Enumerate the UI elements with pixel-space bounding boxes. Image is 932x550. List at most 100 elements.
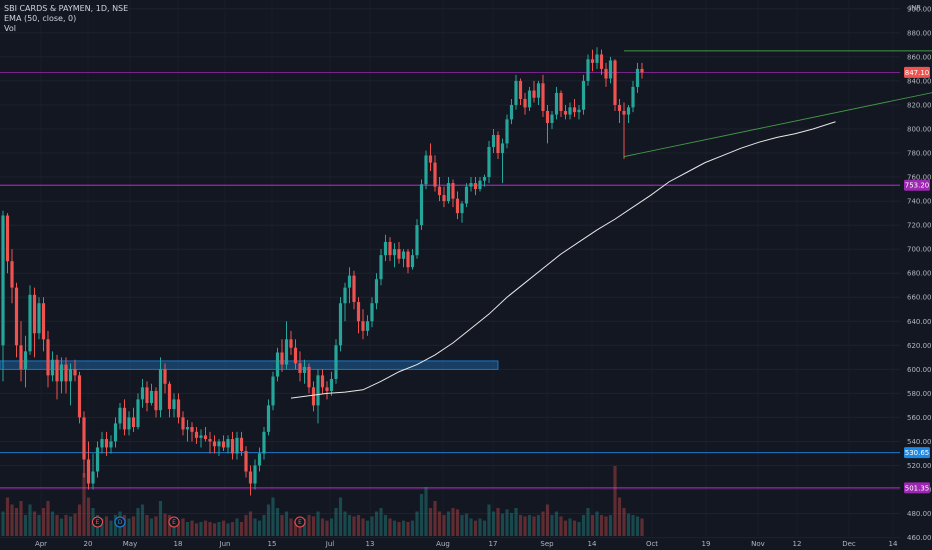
volume-bar	[82, 473, 86, 536]
candle-body	[91, 471, 95, 484]
candle-body	[262, 431, 266, 454]
candle	[320, 369, 325, 394]
volume-bar	[50, 511, 55, 536]
volume-bar	[325, 520, 329, 536]
candle-body	[568, 107, 572, 115]
candle-body	[284, 339, 289, 365]
volume-bar	[266, 504, 271, 536]
volume-bar	[334, 508, 338, 536]
candle-body	[41, 303, 46, 340]
volume-bar	[14, 508, 19, 536]
candle	[536, 80, 541, 105]
candle-body	[59, 364, 64, 382]
candle-body	[226, 439, 230, 448]
candle	[280, 339, 284, 372]
volume-bar	[442, 515, 446, 536]
candle	[325, 381, 329, 400]
candle	[554, 86, 559, 120]
candle	[523, 92, 527, 115]
volume-bar	[221, 520, 226, 536]
candle	[455, 191, 460, 220]
candle-body	[244, 451, 248, 472]
volume-bar	[338, 497, 343, 536]
candle-body	[109, 441, 113, 448]
volume-bars	[1, 466, 644, 536]
candle-body	[617, 104, 622, 111]
candle-body	[167, 383, 172, 409]
event-label: E	[96, 519, 100, 526]
volume-bar	[293, 520, 298, 536]
legend-symbol[interactable]: SBI CARDS & PAYMEN, 1D, NSE	[4, 4, 129, 13]
volume-bar	[68, 516, 73, 536]
candle	[226, 435, 230, 454]
event-marker: D	[114, 516, 126, 528]
candle	[41, 297, 46, 352]
support-zone-box	[0, 360, 499, 370]
volume-bar	[397, 522, 401, 536]
volume-bar	[320, 518, 325, 536]
candle	[199, 429, 203, 448]
candle	[172, 393, 176, 418]
candle-body	[311, 387, 316, 406]
candle	[307, 363, 311, 394]
event-label: E	[172, 519, 176, 526]
candle	[55, 354, 59, 400]
candle-body	[365, 321, 370, 331]
candle	[244, 446, 248, 478]
candle	[631, 80, 635, 113]
price-axis[interactable]: 900.00 880.00 860.00 840.00 820.00 800.00 780.…	[907, 5, 932, 542]
volume-bar	[487, 504, 491, 536]
candle-body	[158, 369, 163, 411]
volume-bar	[64, 515, 68, 536]
candle	[235, 431, 239, 460]
candle-body	[113, 423, 118, 442]
candle-body	[194, 431, 199, 438]
candle	[518, 78, 523, 105]
volume-bar	[136, 508, 140, 536]
y-tick-label: 860.00	[907, 53, 932, 61]
candle-body	[100, 439, 104, 448]
candle	[185, 419, 190, 442]
volume-bar	[464, 513, 469, 536]
candle-body	[343, 287, 347, 304]
candle	[572, 98, 577, 117]
volume-bar	[140, 504, 145, 536]
legend-vol[interactable]: Vol	[4, 24, 16, 33]
volume-bar	[329, 518, 334, 536]
x-tick-label: 17	[489, 540, 498, 548]
candle	[154, 387, 158, 418]
volume-bar	[235, 518, 239, 536]
candle	[266, 399, 271, 436]
volume-bar	[253, 518, 257, 536]
candle	[194, 427, 199, 444]
candle	[253, 459, 257, 490]
candle	[397, 241, 401, 264]
candle-body	[23, 351, 28, 370]
candle-body	[581, 80, 586, 110]
candle-body	[248, 471, 253, 484]
candle	[635, 62, 640, 93]
volume-bar	[514, 508, 518, 536]
candle-body	[46, 339, 50, 376]
volume-bar	[401, 520, 406, 536]
y-tick-label: 460.00	[907, 534, 932, 542]
candle	[190, 422, 194, 442]
volume-bar	[244, 515, 248, 536]
volume-bar	[599, 515, 604, 536]
candle-body	[442, 195, 446, 202]
volume-bar	[415, 511, 419, 536]
candle-body	[464, 186, 469, 204]
legend-ema[interactable]: EMA (50, close, 0)	[4, 14, 77, 23]
price-tag-label: 847.10	[905, 69, 930, 77]
volume-bar	[77, 504, 82, 536]
candle	[464, 183, 469, 208]
volume-bar	[568, 518, 572, 536]
candle-body	[347, 275, 352, 288]
candle-body	[527, 90, 532, 108]
volume-bar	[262, 515, 266, 536]
y-tick-label: 540.00	[907, 438, 932, 446]
time-axis[interactable]: Apr 20 May 18 Jun 15 Jul 13 Aug 17 Sep 14 Oct 19 Nov 12…	[35, 540, 898, 548]
candle-body	[496, 134, 500, 154]
candle	[478, 177, 482, 192]
